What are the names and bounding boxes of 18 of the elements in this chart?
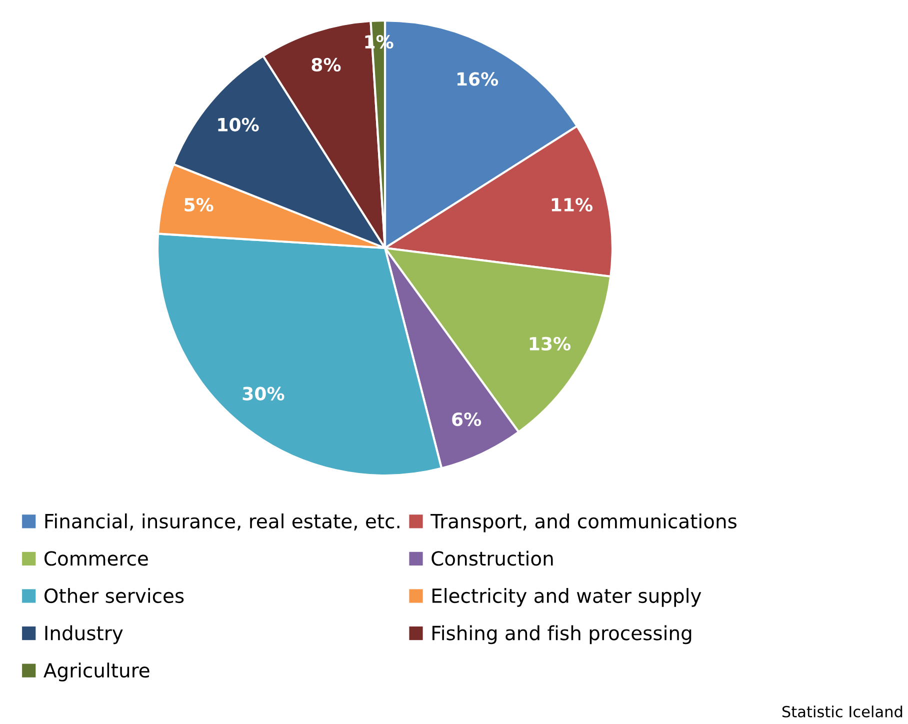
data-label: 8% bbox=[312, 58, 341, 72]
legend-label: Financial, insurance, real estate, etc. bbox=[45, 513, 400, 530]
data-label: 13% bbox=[530, 336, 570, 350]
text: Statistic Iceland bbox=[782, 706, 902, 718]
legend-label: Electricity and water supply bbox=[432, 588, 702, 607]
legend-label: Other services bbox=[44, 588, 184, 604]
legend-label: Construction bbox=[432, 550, 553, 566]
data-label: 11% bbox=[552, 198, 592, 212]
legend-label: Commerce bbox=[44, 551, 148, 566]
legend-label: Fishing and fish processing bbox=[432, 625, 692, 644]
data-label: 10% bbox=[218, 118, 259, 132]
data-label: 5% bbox=[184, 198, 214, 212]
data-label: 30% bbox=[242, 386, 284, 400]
data-label: 6% bbox=[452, 412, 482, 426]
data-label: 16% bbox=[457, 72, 498, 86]
legend-label: Transport, and communications bbox=[430, 513, 736, 532]
legend-label: Industry bbox=[45, 625, 123, 644]
legend-label: Agriculture bbox=[44, 662, 150, 682]
